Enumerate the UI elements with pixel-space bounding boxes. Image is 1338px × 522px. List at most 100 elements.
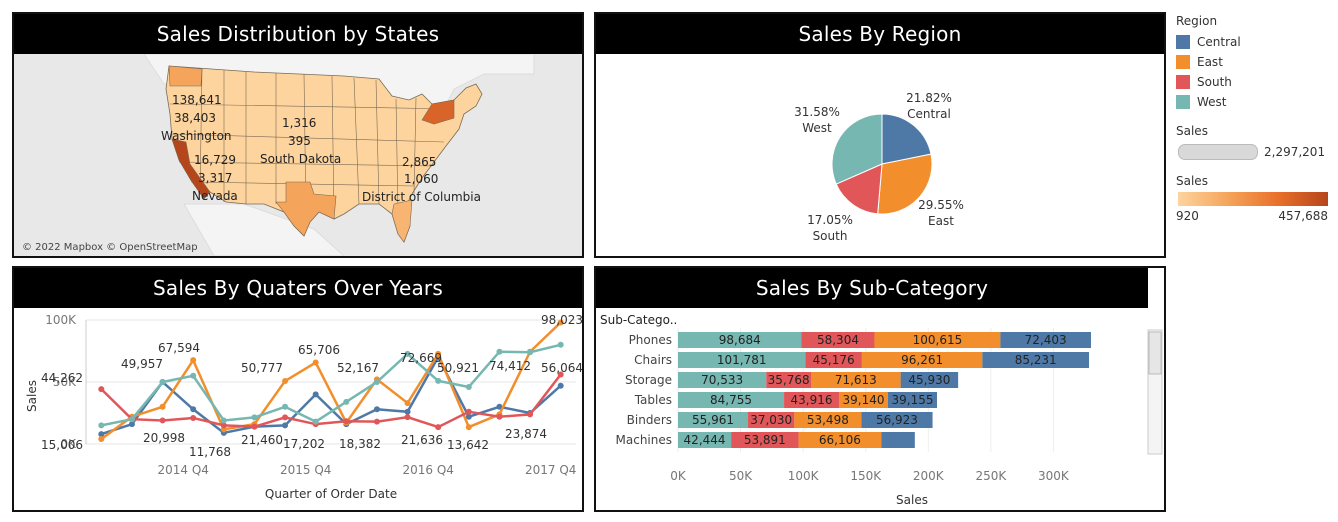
map-state-new-york[interactable] xyxy=(421,99,455,125)
line-point-south[interactable] xyxy=(465,408,472,415)
line-point-east[interactable] xyxy=(282,378,289,385)
line-point-south[interactable] xyxy=(98,386,105,393)
line-point-central[interactable] xyxy=(557,382,564,389)
map-state-texas[interactable] xyxy=(275,181,337,237)
line-point-central[interactable] xyxy=(282,422,289,429)
line-point-central[interactable] xyxy=(373,406,380,413)
line-series-west[interactable] xyxy=(101,343,561,427)
bar-xtick-label: 200K xyxy=(913,469,945,483)
line-point-west[interactable] xyxy=(496,348,503,355)
bar-segment-east[interactable] xyxy=(794,412,862,428)
line-series-south[interactable] xyxy=(100,373,562,429)
bar-segment-west[interactable] xyxy=(678,352,806,368)
line-point-west[interactable] xyxy=(373,379,380,385)
line-point-west[interactable] xyxy=(312,418,319,425)
bar-segment-label: 96,261 xyxy=(901,353,943,367)
pie-name-label-central: Central xyxy=(907,107,951,121)
line-point-west[interactable] xyxy=(435,377,442,384)
map-state-washington[interactable] xyxy=(168,65,203,87)
bar-segment-east[interactable] xyxy=(811,372,901,388)
line-point-south[interactable] xyxy=(251,423,258,430)
bar-segment-east[interactable] xyxy=(798,432,882,448)
map-state-florida[interactable] xyxy=(391,199,413,243)
line-point-south[interactable] xyxy=(496,413,503,420)
line-series-east[interactable] xyxy=(100,321,562,441)
line-point-east[interactable] xyxy=(190,357,197,364)
bar-segment-south[interactable] xyxy=(805,352,862,368)
line-point-west[interactable] xyxy=(128,416,135,423)
line-point-south[interactable] xyxy=(282,414,289,421)
map-attribution[interactable]: © 2022 Mapbox © OpenStreetMap xyxy=(22,242,198,253)
line-point-central[interactable] xyxy=(98,431,105,438)
bar-xtick-label: 0K xyxy=(670,469,687,483)
line-point-central[interactable] xyxy=(496,403,503,410)
bar-segment-west[interactable] xyxy=(678,372,767,388)
pie-slice-south[interactable] xyxy=(835,163,883,215)
line-point-west[interactable] xyxy=(98,422,105,429)
bar-segment-west[interactable] xyxy=(678,392,785,408)
pie-chart[interactable]: 21.82% Central 29.55% East 17.05% South 31.58%… xyxy=(596,54,1164,256)
line-point-west[interactable] xyxy=(190,372,197,379)
line-point-south[interactable] xyxy=(220,422,227,429)
bar-segment-west[interactable] xyxy=(678,332,802,348)
line-point-east[interactable] xyxy=(557,319,564,326)
line-chart[interactable]: 0K 50K 100K 2014 Q4 2015 Q4 2016 Q4 2017 Q4 Qua… xyxy=(14,308,582,510)
bar-segment-south[interactable] xyxy=(748,412,795,428)
line-point-west[interactable] xyxy=(404,350,411,357)
map-svg[interactable]: 138,641 38,403 Washington 1,316 395 Sout… xyxy=(14,54,582,256)
legend-item-south[interactable]: South xyxy=(1176,72,1336,92)
legend-item-east[interactable]: East xyxy=(1176,52,1336,72)
line-point-south[interactable] xyxy=(435,424,442,431)
line-point-west[interactable] xyxy=(251,414,258,421)
bar-segment-east[interactable] xyxy=(839,392,889,408)
line-point-south[interactable] xyxy=(527,411,534,418)
bar-segment-central[interactable] xyxy=(881,432,915,448)
bar-segment-south[interactable] xyxy=(801,332,875,348)
line-point-central[interactable] xyxy=(465,413,472,420)
bar-segment-central[interactable] xyxy=(888,392,938,408)
bar-segment-west[interactable] xyxy=(678,412,749,428)
line-point-west[interactable] xyxy=(343,398,350,405)
bar-segment-east[interactable] xyxy=(874,332,1001,348)
line-point-west[interactable] xyxy=(527,349,534,356)
pie-slice-west[interactable] xyxy=(831,113,883,185)
line-series-central[interactable] xyxy=(100,354,562,436)
pie-slice-central[interactable] xyxy=(881,113,932,165)
line-point-east[interactable] xyxy=(98,436,105,443)
line-point-south[interactable] xyxy=(557,371,564,378)
line-point-west[interactable] xyxy=(465,383,472,390)
line-point-central[interactable] xyxy=(128,421,135,428)
legend-item-central[interactable]: Central xyxy=(1176,32,1336,52)
bar-segment-west[interactable] xyxy=(678,432,732,448)
bar-segment-south[interactable] xyxy=(784,392,840,408)
bar-segment-central[interactable] xyxy=(1000,332,1091,348)
line-point-east[interactable] xyxy=(312,359,319,366)
legend-item-west[interactable]: West xyxy=(1176,92,1336,112)
bar-segment-central[interactable] xyxy=(900,372,959,388)
bar-segment-east[interactable] xyxy=(861,352,983,368)
line-point-south[interactable] xyxy=(159,417,166,424)
line-point-west[interactable] xyxy=(557,341,564,348)
line-point-central[interactable] xyxy=(190,406,197,413)
line-point-south[interactable] xyxy=(404,414,411,421)
line-point-east[interactable] xyxy=(465,424,472,431)
line-point-west[interactable] xyxy=(282,403,289,410)
map-state-california[interactable] xyxy=(171,138,211,200)
pie-slice-east[interactable] xyxy=(877,153,933,215)
bar-segment-south[interactable] xyxy=(766,372,812,388)
line-point-west[interactable] xyxy=(159,379,166,386)
line-point-west[interactable] xyxy=(220,417,227,424)
line-point-east[interactable] xyxy=(404,400,411,407)
line-point-central[interactable] xyxy=(404,408,411,415)
line-point-east[interactable] xyxy=(159,403,166,410)
bar-segment-central[interactable] xyxy=(861,412,933,428)
bar-scrollbar-thumb[interactable] xyxy=(1148,331,1162,375)
bar-segment-south[interactable] xyxy=(731,432,799,448)
line-point-south[interactable] xyxy=(373,418,380,425)
line-point-south[interactable] xyxy=(343,418,350,425)
bar-segment-central[interactable] xyxy=(982,352,1090,368)
line-point-east[interactable] xyxy=(435,350,442,357)
line-point-central[interactable] xyxy=(312,391,319,398)
line-point-south[interactable] xyxy=(190,414,197,421)
bar-chart[interactable]: 0K 50K 100K 150K 200K 250K 300K Sub-Catego.. Sal… xyxy=(596,308,1164,510)
